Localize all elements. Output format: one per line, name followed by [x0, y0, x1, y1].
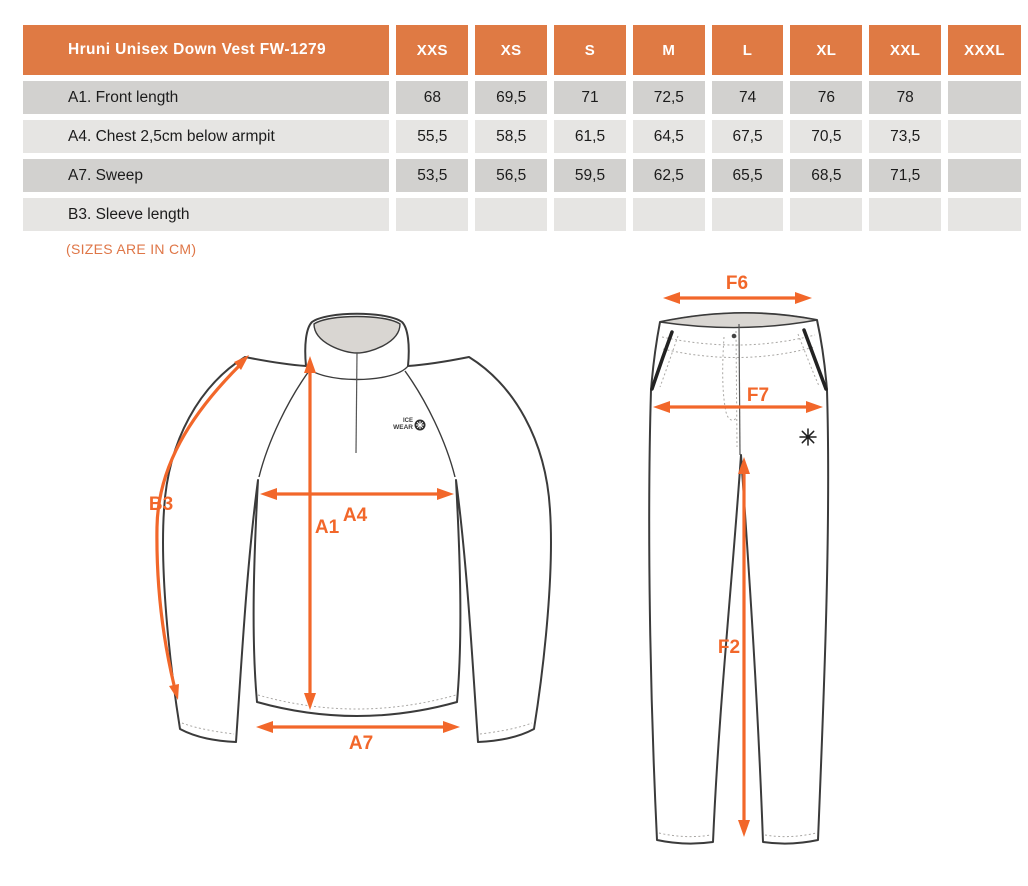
- cuff-stitch-right: [479, 722, 533, 735]
- f2-arrow: [738, 457, 750, 837]
- row-label: A7. Sweep: [23, 159, 390, 192]
- size-value-cell: 78: [869, 81, 942, 114]
- sizes-note: (SIZES ARE IN CM): [66, 241, 197, 257]
- raglan-seam-left: [258, 370, 310, 478]
- pants-diagram: F6 F7 F2: [648, 275, 830, 845]
- size-column-header: XXL: [869, 25, 942, 75]
- table-title: Hruni Unisex Down Vest FW-1279: [23, 25, 390, 75]
- waistband-stitch-lower: [662, 346, 815, 359]
- size-column-header: XS: [475, 25, 548, 75]
- size-value-cell: 70,5: [790, 120, 863, 153]
- size-value-cell: 73,5: [869, 120, 942, 153]
- pocket-stitch-left: [659, 335, 679, 388]
- raglan-seam-right: [404, 370, 456, 478]
- collar-inner-fill: [313, 315, 401, 354]
- fly-placket-stitch: [722, 336, 738, 421]
- pocket-stitch-right: [797, 333, 820, 387]
- waist-button: [731, 333, 737, 339]
- pants-outline: [648, 311, 830, 845]
- size-value-cell: 71: [554, 81, 626, 114]
- fly-line: [738, 323, 741, 456]
- row-label: A4. Chest 2,5cm below armpit: [23, 120, 390, 153]
- size-value-cell: 56,5: [475, 159, 548, 192]
- waistband-fill: [659, 312, 818, 329]
- size-column-header: XL: [790, 25, 863, 75]
- a1-label: A1: [315, 517, 340, 538]
- size-value-cell: 67,5: [711, 120, 784, 153]
- size-value-cell: 71,5: [869, 159, 942, 192]
- a7-arrow: [256, 721, 460, 733]
- size-value-cell: 62,5: [632, 159, 705, 192]
- size-value-cell: 74: [711, 81, 784, 114]
- f6-label: F6: [726, 275, 748, 294]
- pocket-left: [650, 330, 674, 391]
- garment-diagram: ICE WEAR B3 A1 A4: [149, 312, 552, 754]
- f2-label: F2: [718, 637, 740, 658]
- size-value-cell: 58,5: [475, 120, 548, 153]
- table-row: A1. Front length 68 69,5 71 72,5 74 76 78: [23, 81, 1021, 114]
- size-value-cell: 69,5: [475, 81, 548, 114]
- leg-hem-stitch-left: [658, 832, 712, 838]
- size-value-cell: 61,5: [554, 120, 626, 153]
- zipper-line: [355, 352, 358, 454]
- a4-arrow: [260, 488, 454, 500]
- a7-label: A7: [349, 733, 373, 754]
- size-value-cell: 55,5: [396, 120, 469, 153]
- size-value-cell: [475, 198, 548, 231]
- size-value-cell: [948, 81, 1021, 114]
- icewear-logo-emblem-icon: [414, 419, 426, 431]
- size-value-cell: [948, 159, 1021, 192]
- a4-label: A4: [343, 505, 368, 526]
- size-value-cell: [790, 198, 863, 231]
- size-column-header: S: [554, 25, 626, 75]
- size-value-cell: 68: [396, 81, 469, 114]
- size-table: Hruni Unisex Down Vest FW-1279 XXS XS S M L XL…: [16, 19, 1028, 237]
- table-row: A4. Chest 2,5cm below armpit 55,5 58,5 61,5…: [23, 120, 1021, 153]
- snowflake-icon: [799, 428, 817, 446]
- size-column-header: XXXL: [948, 25, 1021, 75]
- size-value-cell: [554, 198, 626, 231]
- size-value-cell: 59,5: [554, 159, 626, 192]
- size-value-cell: 68,5: [790, 159, 863, 192]
- pocket-right: [802, 328, 828, 391]
- size-value-cell: [396, 198, 469, 231]
- logo-line1: ICE: [403, 418, 413, 424]
- size-column-header: XXS: [396, 25, 469, 75]
- logo-line2: WEAR: [393, 424, 413, 431]
- a1-arrow: [304, 356, 316, 710]
- size-value-cell: 53,5: [396, 159, 469, 192]
- size-value-cell: [948, 120, 1021, 153]
- cuff-stitch-left: [181, 722, 235, 735]
- fly-center-stitch: [735, 330, 738, 448]
- size-value-cell: [632, 198, 705, 231]
- icewear-logo: ICE WEAR: [393, 418, 426, 431]
- b3-arrow: [155, 355, 249, 700]
- row-label: A1. Front length: [23, 81, 390, 114]
- size-value-cell: 65,5: [711, 159, 784, 192]
- size-column-header: L: [711, 25, 784, 75]
- size-column-header: M: [632, 25, 705, 75]
- size-value-cell: 76: [790, 81, 863, 114]
- size-value-cell: 64,5: [632, 120, 705, 153]
- size-value-cell: 72,5: [632, 81, 705, 114]
- f7-label: F7: [747, 385, 769, 406]
- b3-label: B3: [149, 494, 173, 515]
- garment-outline: [162, 312, 552, 743]
- waistband-stitch-upper: [661, 334, 816, 346]
- f6-arrow: [663, 292, 812, 304]
- table-row: B3. Sleeve length: [23, 198, 1021, 231]
- table-row: A7. Sweep 53,5 56,5 59,5 62,5 65,5 68,5 71,5: [23, 159, 1021, 192]
- row-label: B3. Sleeve length: [23, 198, 390, 231]
- size-value-cell: [711, 198, 784, 231]
- size-value-cell: [869, 198, 942, 231]
- f7-arrow: [653, 401, 823, 413]
- size-value-cell: [948, 198, 1021, 231]
